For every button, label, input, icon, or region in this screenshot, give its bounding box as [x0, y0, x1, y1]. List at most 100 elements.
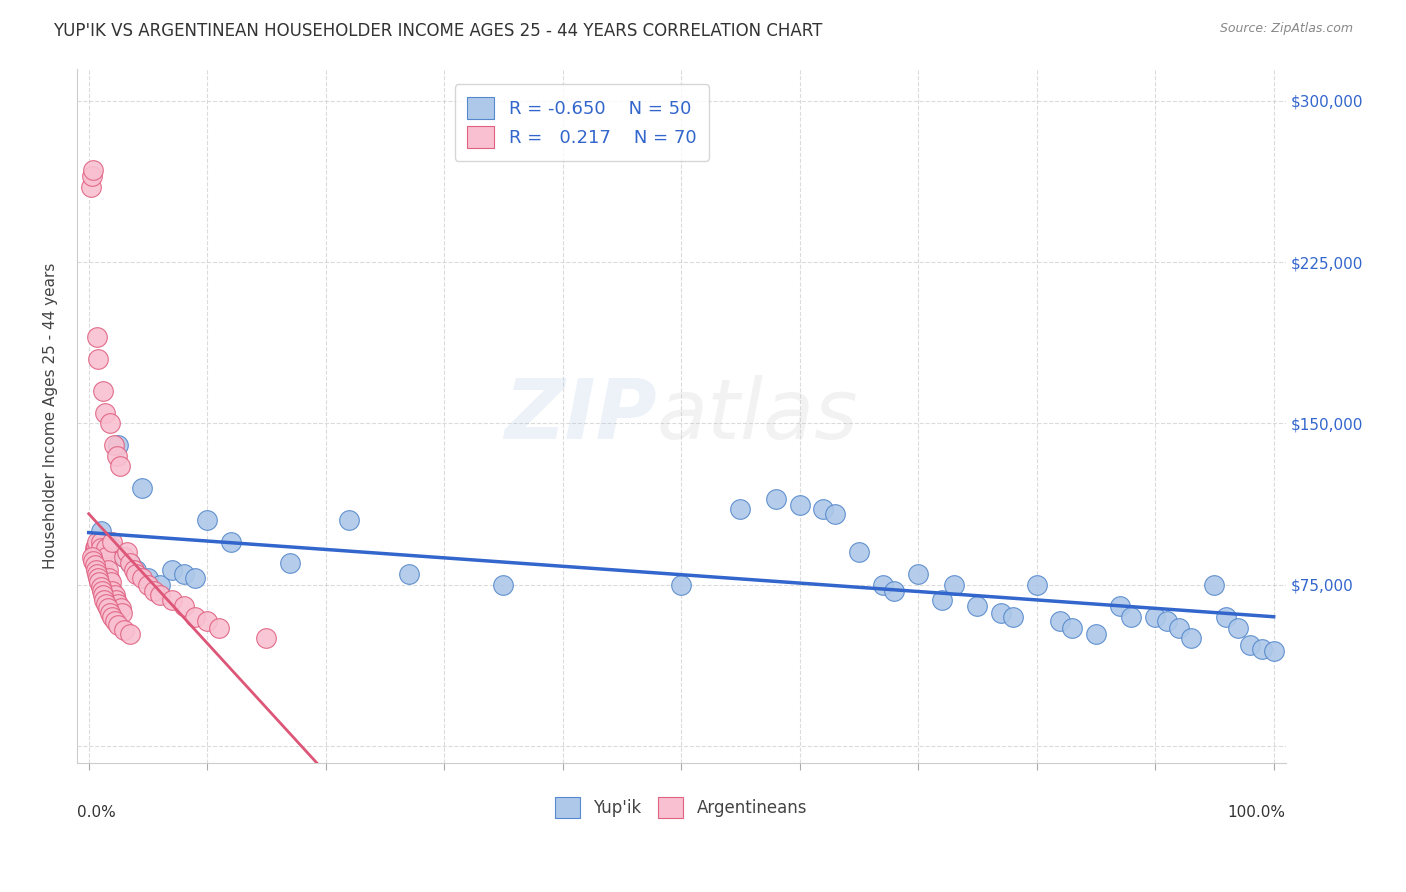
Point [90, 541, 112, 555]
Point [789, 498, 811, 512]
Point [108, 459, 131, 474]
Point [83, 558, 105, 573]
Point [89, 563, 111, 577]
Point [1250, 642, 1272, 657]
Point [96, 541, 118, 555]
Point [94, 406, 117, 420]
Point [131, 571, 153, 585]
Point [669, 577, 692, 591]
Point [173, 599, 195, 614]
Point [149, 577, 172, 591]
Point [84, 549, 107, 564]
Point [104, 588, 127, 602]
Point [111, 606, 134, 620]
Point [131, 481, 153, 495]
Point [83, 541, 105, 555]
Point [492, 577, 515, 591]
Point [91, 384, 114, 398]
Legend: Yup'ik, Argentineans: Yup'ik, Argentineans [548, 790, 814, 824]
Point [98, 417, 121, 431]
Point [93, 592, 115, 607]
Point [90, 534, 112, 549]
Point [1084, 627, 1107, 641]
Point [89, 575, 111, 590]
Point [107, 438, 129, 452]
Point [120, 556, 142, 570]
Point [82, 549, 104, 564]
Point [87, 351, 110, 366]
Point [91, 588, 114, 602]
Point [125, 563, 148, 577]
Point [931, 592, 953, 607]
Point [90, 549, 112, 564]
Point [96, 597, 118, 611]
Point [398, 566, 420, 581]
Point [907, 566, 929, 581]
Point [100, 575, 122, 590]
Point [87, 556, 110, 570]
Point [82, 554, 104, 568]
Point [184, 571, 207, 585]
Y-axis label: Householder Income Ages 25 - 44 years: Householder Income Ages 25 - 44 years [44, 262, 58, 569]
Point [83, 545, 105, 559]
Point [256, 632, 278, 646]
Point [824, 507, 846, 521]
Point [1204, 577, 1226, 591]
Point [136, 577, 159, 591]
Point [90, 556, 112, 570]
Point [122, 563, 145, 577]
Point [98, 606, 121, 620]
Point [125, 566, 148, 581]
Text: 100.0%: 100.0% [1227, 805, 1285, 820]
Point [105, 449, 128, 463]
Point [1227, 621, 1250, 635]
Point [1215, 610, 1237, 624]
Point [97, 601, 120, 615]
Point [195, 513, 218, 527]
Text: YUP'IK VS ARGENTINEAN HOUSEHOLDER INCOME AGES 25 - 44 YEARS CORRELATION CHART: YUP'IK VS ARGENTINEAN HOUSEHOLDER INCOME… [53, 22, 823, 40]
Point [91, 563, 114, 577]
Point [872, 577, 894, 591]
Point [149, 588, 172, 602]
Point [110, 601, 132, 615]
Point [1144, 610, 1167, 624]
Point [107, 618, 129, 632]
Point [1156, 614, 1178, 628]
Point [883, 584, 905, 599]
Point [112, 623, 135, 637]
Point [90, 580, 112, 594]
Point [101, 534, 124, 549]
Point [1049, 614, 1071, 628]
Point [96, 549, 118, 564]
Point [86, 534, 108, 549]
Point [115, 545, 138, 559]
Point [813, 502, 835, 516]
Text: Source: ZipAtlas.com: Source: ZipAtlas.com [1219, 22, 1353, 36]
Point [86, 330, 108, 344]
Text: 0.0%: 0.0% [77, 805, 115, 820]
Point [82, 169, 104, 183]
Point [990, 606, 1012, 620]
Point [942, 577, 965, 591]
Point [84, 563, 107, 577]
Point [142, 584, 165, 599]
Point [278, 556, 301, 570]
Point [101, 541, 124, 555]
Point [1239, 638, 1261, 652]
Point [765, 491, 787, 506]
Point [184, 610, 207, 624]
Point [219, 534, 242, 549]
Point [195, 614, 218, 628]
Point [101, 610, 124, 624]
Point [84, 539, 107, 553]
Point [96, 534, 118, 549]
Point [97, 563, 120, 577]
Point [86, 566, 108, 581]
Point [848, 545, 870, 559]
Point [93, 571, 115, 585]
Point [1180, 632, 1202, 646]
Point [208, 621, 231, 635]
Point [104, 592, 127, 607]
Point [120, 556, 142, 570]
Point [1167, 621, 1189, 635]
